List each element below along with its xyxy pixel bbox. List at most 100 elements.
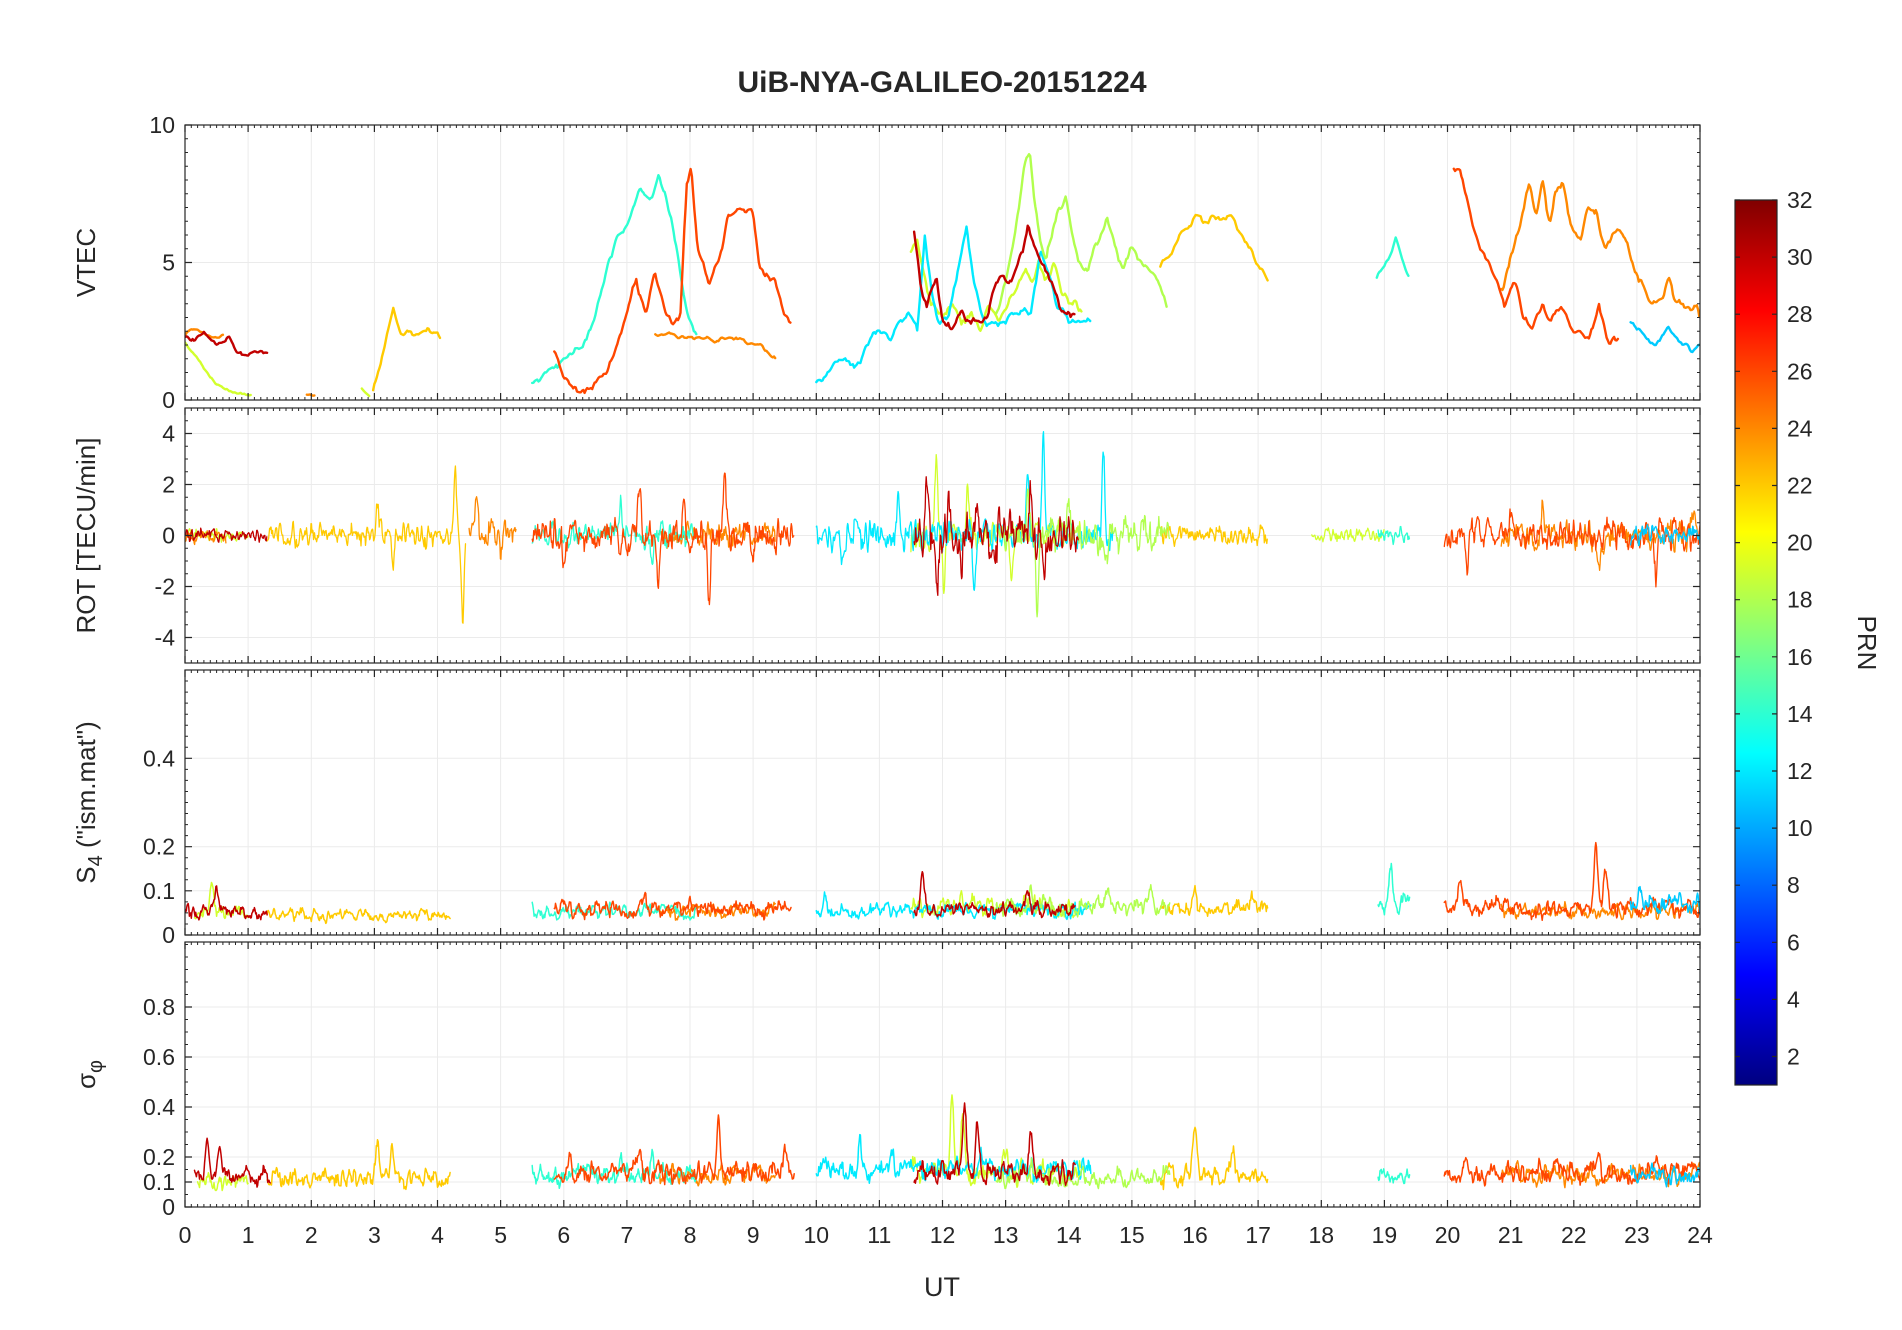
series-prn-22 [266,465,467,624]
series-prn-14 [1375,236,1410,279]
x-tick-label: 18 [1308,1222,1334,1248]
series-prn-26 [553,891,792,921]
colorbar-tick-label: 10 [1787,815,1813,841]
series-prn-11 [1629,1162,1700,1188]
y-tick-label: 0.8 [143,994,175,1020]
colorbar-tick-label: 26 [1787,358,1813,384]
series-prn-22 [266,1138,451,1191]
x-tick-label: 21 [1498,1222,1524,1248]
x-tick-label: 4 [431,1222,444,1248]
series-group-sigma [193,1094,1700,1192]
y-tick-label: -4 [155,625,176,651]
series-group-vtec [185,153,1700,398]
y-tick-label: 5 [162,250,175,276]
series-prn-22 [1159,524,1268,548]
series-prn-26 [553,167,792,395]
colorbar-tick-label: 4 [1787,986,1800,1012]
y-tick-label: -2 [155,574,175,600]
colorbar-tick-label: 6 [1787,929,1800,955]
minor-ticks [185,942,1700,1207]
series-prn-11 [1629,885,1700,915]
colorbar-tick-label: 8 [1787,872,1800,898]
series-prn-30 [913,1102,1076,1186]
series-prn-14 [531,1148,698,1190]
colorbar-tick-label: 32 [1787,187,1813,213]
x-tick-label: 22 [1561,1222,1587,1248]
series-prn-30 [913,476,1079,596]
series-prn-14 [1377,862,1411,916]
major-ticks [184,124,1701,401]
series-prn-19 [196,1172,249,1192]
series-prn-19 [185,341,252,397]
colorbar-gradient [1735,200,1777,1085]
series-prn-24 [185,530,227,546]
series-prn-19 [1311,527,1385,543]
x-tick-label: 10 [803,1222,829,1248]
y-tick-label: 0 [162,387,175,413]
series-prn-11 [1629,524,1700,547]
colorbar-tick-label: 24 [1787,415,1813,441]
x-tick-label: 3 [368,1222,381,1248]
series-prn-24 [1500,1160,1700,1189]
x-tick-label: 12 [930,1222,956,1248]
colorbar-tick-label: 2 [1787,1044,1800,1070]
series-prn-24 [1500,180,1700,319]
x-tick-label: 23 [1624,1222,1650,1248]
series-prn-24 [657,901,776,921]
series-prn-19 [909,238,1083,332]
y-tick-label: 2 [162,472,175,498]
colorbar-tick-label: 18 [1787,587,1813,613]
y-tick-label: 0 [162,922,175,948]
major-ticks [184,670,1701,936]
series-prn-22 [1159,213,1269,282]
y-tick-label: 0 [162,1194,175,1220]
panel-rot: -4 -2 0 2 4 ROT [TECU/min] [71,407,1701,664]
x-tick-label: 17 [1245,1222,1271,1248]
series-prn-30 [185,885,268,921]
x-tick-label: 9 [747,1222,760,1248]
series-prn-24 [468,496,517,560]
panel-vtec: 0 5 10 VTEC [71,112,1701,413]
colorbar-tick-label: 12 [1787,758,1813,784]
series-prn-26 [1443,1151,1700,1187]
series-group-s4 [185,841,1700,925]
y-tick-label: 0.6 [143,1044,175,1070]
series-prn-22 [266,907,451,925]
series-prn-11 [1629,321,1700,354]
series-prn-24 [654,331,777,360]
series-prn-26 [531,472,795,606]
series-prn-14 [1377,1168,1411,1185]
colorbar-label: PRN [1852,616,1882,671]
series-prn-18 [995,153,1168,315]
series-prn-24 [305,393,316,397]
colorbar-tick-label: 20 [1787,530,1813,556]
y-tick-label: 0.2 [143,1144,175,1170]
x-tick-label: 7 [620,1222,633,1248]
series-prn-30 [185,527,268,543]
x-tick-label: 13 [993,1222,1019,1248]
x-tick-label: 6 [557,1222,570,1248]
y-axis-label-s4: S4 ("ism.mat") [71,721,107,883]
minor-ticks [185,669,1700,935]
series-prn-18 [995,884,1171,918]
series-prn-26 [553,1114,795,1186]
minor-ticks [185,407,1700,664]
colorbar-tick-label: 14 [1787,701,1813,727]
x-tick-label: 8 [684,1222,697,1248]
y-axis-label-vtec: VTEC [71,228,101,297]
minor-ticks [185,125,1700,400]
series-prn-30 [913,870,1076,919]
x-tick-label: 5 [494,1222,507,1248]
x-axis-label: UT [924,1272,960,1302]
series-prn-30 [185,330,269,357]
x-tick-label: 0 [179,1222,192,1248]
colorbar-tick-label: 30 [1787,244,1813,270]
series-prn-30 [193,1137,271,1188]
y-tick-label: 0.4 [143,1094,175,1120]
series-prn-22 [1159,1126,1269,1191]
x-tick-label: 1 [242,1222,255,1248]
series-prn-12 [815,225,1092,384]
